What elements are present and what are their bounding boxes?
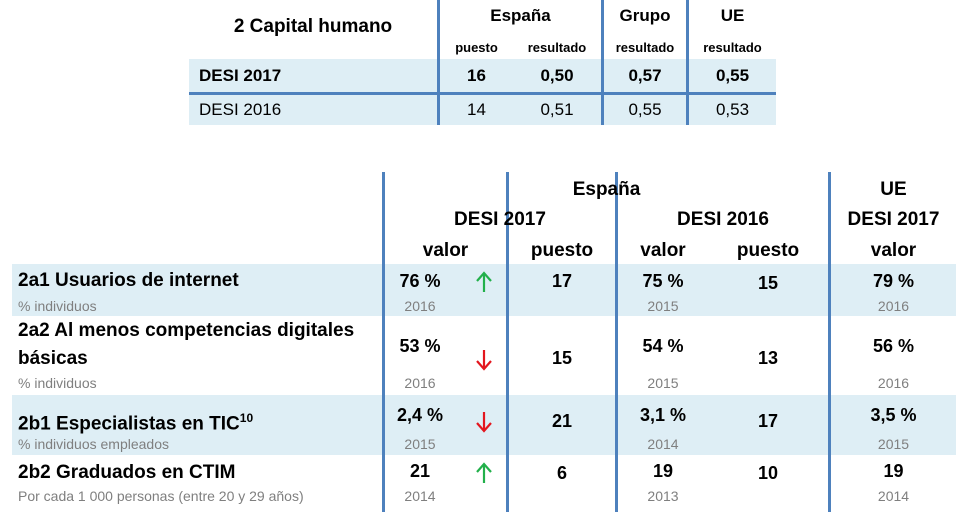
header-eu: UE bbox=[720, 6, 745, 25]
summary-row-label: DESI 2017 bbox=[199, 66, 282, 85]
summary-group-result: 0,57 bbox=[628, 66, 662, 85]
arrow-up-icon bbox=[476, 271, 492, 292]
indicator-unit: % individuos bbox=[18, 375, 97, 391]
header-spain: España bbox=[490, 6, 551, 25]
subheader-result: resultado bbox=[615, 40, 675, 55]
arrow-down-icon bbox=[476, 412, 492, 433]
rank-2017: 6 bbox=[556, 463, 567, 483]
year-eu: 2015 bbox=[877, 436, 910, 452]
rank-2016: 15 bbox=[757, 273, 779, 293]
value-2016: 3,1 % bbox=[639, 405, 687, 425]
header-eu-desi2017: DESI 2017 bbox=[847, 209, 940, 230]
indicator-unit: % individuos empleados bbox=[18, 436, 169, 452]
year-eu: 2014 bbox=[877, 488, 910, 504]
year-2017: 2016 bbox=[404, 298, 436, 314]
summary-rank: 16 bbox=[467, 66, 486, 85]
summary-row-label: DESI 2016 bbox=[199, 100, 282, 119]
summary-group-result: 0,55 bbox=[628, 100, 662, 119]
summary-eu-result: 0,55 bbox=[715, 66, 750, 85]
summary-eu-result: 0,53 bbox=[715, 100, 750, 119]
year-eu: 2016 bbox=[877, 375, 910, 391]
subheader-result: resultado bbox=[703, 40, 762, 55]
indicator-label: 2b2 Graduados en CTIM bbox=[18, 462, 236, 483]
value-eu: 56 % bbox=[872, 336, 915, 356]
header-valor: valor bbox=[870, 240, 917, 261]
footnote-marker: 10 bbox=[239, 411, 254, 425]
year-2016: 2015 bbox=[647, 375, 679, 391]
column-rule bbox=[828, 172, 831, 512]
year-2017: 2014 bbox=[404, 488, 436, 504]
arrow-up-icon bbox=[476, 462, 492, 483]
header-spain: España bbox=[572, 179, 641, 200]
year-2016: 2014 bbox=[647, 436, 679, 452]
header-group: Grupo bbox=[619, 6, 671, 25]
value-2016: 19 bbox=[652, 461, 674, 481]
header-eu: UE bbox=[880, 179, 907, 200]
value-eu: 3,5 % bbox=[870, 405, 917, 425]
column-rule bbox=[686, 0, 689, 125]
year-2017: 2015 bbox=[404, 436, 436, 452]
rank-2016: 17 bbox=[757, 411, 779, 431]
summary-table: 2 Capital humano España Grupo UE puesto … bbox=[189, 0, 776, 125]
indicator-label-text: 2b1 Especialistas en TIC bbox=[18, 413, 240, 435]
header-puesto: puesto bbox=[736, 240, 800, 261]
year-2016: 2013 bbox=[647, 488, 679, 504]
subheader-rank: puesto bbox=[455, 40, 498, 55]
year-2017: 2016 bbox=[404, 375, 436, 391]
detail-table: España UE DESI 2017 DESI 2016 DESI 2017 … bbox=[12, 172, 956, 521]
subheader-result: resultado bbox=[527, 40, 587, 55]
year-2016: 2015 bbox=[647, 298, 679, 314]
column-rule bbox=[506, 172, 509, 512]
rank-2016: 10 bbox=[757, 463, 779, 483]
summary-row-band bbox=[189, 59, 776, 92]
year-eu: 2016 bbox=[877, 298, 910, 314]
indicator-label: 2b1 Especialistas en TIC10 bbox=[18, 404, 253, 438]
arrow-down-icon bbox=[476, 350, 492, 371]
rank-2016: 13 bbox=[757, 348, 779, 368]
column-rule bbox=[382, 172, 385, 512]
summary-row-band bbox=[189, 95, 776, 125]
summary-spain-result: 0,50 bbox=[540, 66, 574, 85]
rank-2017: 17 bbox=[551, 271, 573, 291]
indicator-unit: Por cada 1 000 personas (entre 20 y 29 a… bbox=[18, 488, 304, 504]
header-desi2017: DESI 2017 bbox=[454, 209, 546, 230]
indicator-label-cont: básicas bbox=[18, 348, 88, 369]
value-2017: 21 bbox=[409, 461, 431, 481]
value-2017: 53 % bbox=[399, 336, 441, 356]
header-valor: valor bbox=[640, 240, 686, 261]
header-desi2016: DESI 2016 bbox=[677, 209, 769, 230]
rank-2017: 15 bbox=[551, 348, 573, 368]
value-2016: 75 % bbox=[642, 271, 684, 291]
indicator-unit: % individuos bbox=[18, 298, 97, 314]
value-2016: 54 % bbox=[642, 336, 684, 356]
header-puesto: puesto bbox=[530, 240, 594, 261]
indicator-label: 2a2 Al menos competencias digitales bbox=[18, 320, 355, 341]
value-eu: 19 bbox=[883, 461, 904, 481]
summary-spain-result: 0,51 bbox=[540, 100, 574, 119]
summary-title: 2 Capital humano bbox=[233, 16, 393, 37]
column-rule bbox=[437, 0, 440, 125]
header-valor: valor bbox=[422, 240, 469, 261]
indicator-label: 2a1 Usuarios de internet bbox=[18, 270, 239, 291]
column-rule bbox=[601, 0, 604, 125]
value-2017: 76 % bbox=[399, 271, 441, 291]
row-rule bbox=[189, 92, 776, 95]
summary-rank: 14 bbox=[467, 100, 486, 119]
column-rule bbox=[615, 172, 618, 512]
value-eu: 79 % bbox=[872, 271, 915, 291]
value-2017: 2,4 % bbox=[396, 405, 444, 425]
rank-2017: 21 bbox=[551, 411, 573, 431]
